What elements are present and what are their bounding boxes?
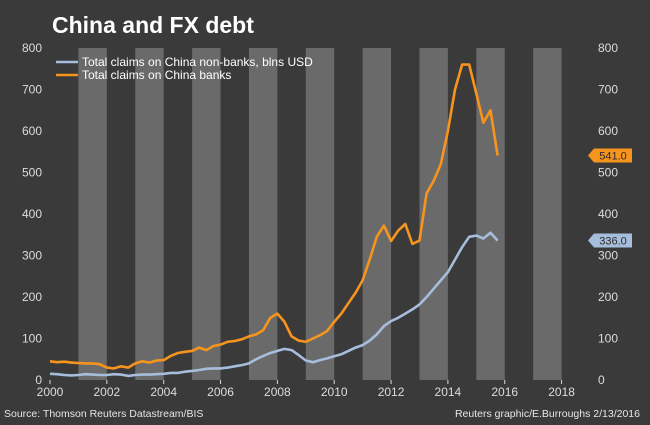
axes: 0 0 100 100 200 200 300 300 400 400 500 500 600 600 70…	[22, 41, 618, 399]
chart-title: China and FX debt	[52, 12, 254, 38]
credit-note: Reuters graphic/E.Burroughs 2/13/2016	[454, 408, 640, 420]
year-band	[305, 48, 335, 380]
y-tick-right: 800	[598, 41, 618, 55]
x-tick-label: 2018	[548, 385, 575, 399]
series-line-1	[49, 231, 499, 378]
year-band	[476, 48, 505, 380]
year-band	[135, 48, 164, 380]
y-tick-left: 500	[22, 166, 42, 180]
x-tick-label: 2016	[491, 385, 518, 399]
background-bands	[78, 48, 562, 380]
y-tick-right: 700	[598, 83, 618, 97]
x-tick-label: 2002	[93, 385, 120, 399]
legend-label-2: Total claims on China banks	[82, 68, 231, 82]
x-tick-label: 2000	[37, 385, 64, 399]
year-band	[248, 48, 278, 380]
end-tag-2	[588, 148, 632, 163]
year-band	[192, 48, 221, 380]
x-tick-label: 2010	[321, 385, 348, 399]
y-tick-left: 700	[22, 83, 42, 97]
end-tag-label-1: 336.0	[599, 236, 627, 248]
y-tick-right: 500	[598, 166, 618, 180]
year-band	[533, 48, 562, 380]
x-tick-label: 2012	[378, 385, 405, 399]
x-tick-label: 2006	[207, 385, 234, 399]
y-tick-right: 600	[598, 124, 618, 138]
y-tick-right: 200	[598, 290, 618, 304]
y-tick-left: 100	[22, 332, 42, 346]
x-tick-label: 2004	[150, 385, 177, 399]
legend: Total claims on China non-banks, blns US…	[56, 55, 313, 82]
source-note: Source: Thomson Reuters Datastream/BIS	[4, 408, 204, 420]
end-value-tags: 336.0 541.0	[588, 148, 632, 248]
series-line-2	[49, 63, 499, 370]
y-tick-right: 100	[598, 332, 618, 346]
y-tick-right: 0	[598, 373, 605, 387]
year-band	[362, 48, 392, 380]
y-tick-left: 800	[22, 41, 42, 55]
legend-label-1: Total claims on China non-banks, blns US…	[82, 55, 313, 69]
y-tick-left: 300	[22, 249, 42, 263]
y-tick-left: 600	[22, 124, 42, 138]
y-tick-right: 300	[598, 249, 618, 263]
year-band	[78, 48, 107, 380]
y-tick-left: 200	[22, 290, 42, 304]
y-tick-left: 400	[22, 207, 42, 221]
y-tick-right: 400	[598, 207, 618, 221]
x-tick-label: 2008	[264, 385, 291, 399]
x-tick-label: 2014	[435, 385, 462, 399]
end-tag-label-2: 541.0	[599, 150, 627, 162]
y-tick-left: 0	[35, 373, 42, 387]
end-tag-1	[588, 233, 632, 248]
series-lines	[49, 63, 499, 378]
